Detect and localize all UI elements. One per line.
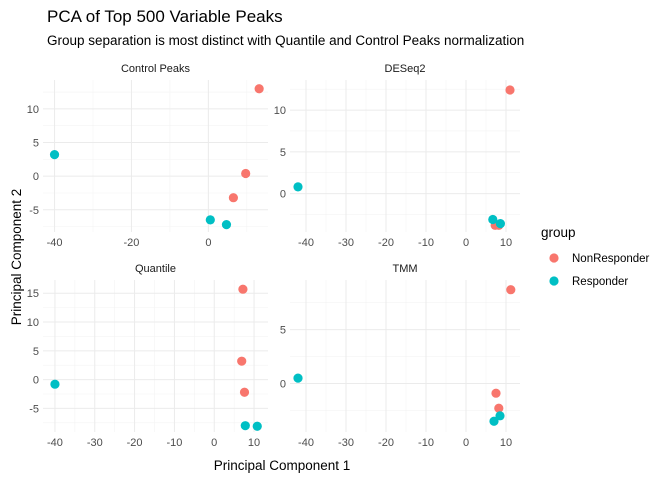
x-tick-label: -10 <box>418 437 434 449</box>
x-tick-label: -40 <box>298 437 314 449</box>
x-tick-label: -10 <box>418 237 434 249</box>
x-axis-title: Principal Component 1 <box>214 458 351 473</box>
facet-panel: -40 -30 -20 -10 0 10 0 5 TMM <box>280 263 520 449</box>
data-point-responder <box>489 416 499 426</box>
x-tick-label: -30 <box>87 437 103 449</box>
facet-panel: -40 -20 0 -5 0 5 10 Control Peaks <box>27 63 268 249</box>
x-tick-label: -40 <box>47 437 63 449</box>
y-tick-label: 10 <box>274 105 286 117</box>
data-point-responder <box>221 220 232 230</box>
y-tick-label: 10 <box>27 104 39 116</box>
data-point-responder <box>240 421 250 431</box>
y-tick-label: 10 <box>27 317 39 329</box>
data-point-responder <box>49 150 60 160</box>
data-point-responder <box>205 215 215 225</box>
data-point-responder <box>252 421 262 431</box>
x-tick-label: -10 <box>166 437 182 449</box>
x-tick-label: -20 <box>378 437 394 449</box>
data-point-nonresponder <box>238 284 248 294</box>
x-tick-label: -30 <box>338 437 354 449</box>
legend-key-nonresponder <box>549 253 559 263</box>
facet-panels: -40 -20 0 -5 0 5 10 Control Peaks -40 -30 -20 -10 0 1… <box>27 63 520 449</box>
chart-subtitle: Group separation is most distinct with Q… <box>47 33 524 48</box>
x-tick-label: -20 <box>124 237 140 249</box>
y-tick-label: 0 <box>280 378 286 390</box>
legend-title: group <box>541 225 576 240</box>
x-tick-label: -40 <box>47 237 63 249</box>
y-tick-label: 5 <box>33 346 39 358</box>
facet-panel: -40 -30 -20 -10 0 10 0 5 10 DESeq2 <box>274 63 520 249</box>
x-tick-label: 0 <box>463 437 469 449</box>
x-tick-label: 0 <box>211 437 217 449</box>
y-tick-label: 5 <box>33 138 39 150</box>
data-point-nonresponder <box>239 387 250 397</box>
data-point-nonresponder <box>506 285 516 295</box>
facet-strip-label: DESeq2 <box>385 63 426 75</box>
data-point-nonresponder <box>491 388 501 398</box>
data-point-nonresponder <box>237 356 247 366</box>
chart-title: PCA of Top 500 Variable Peaks <box>47 7 283 26</box>
facet-strip-label: TMM <box>392 263 417 275</box>
data-point-nonresponder <box>505 85 515 95</box>
legend-key-responder <box>549 276 559 286</box>
data-point-responder <box>488 214 498 225</box>
x-tick-label: -30 <box>338 237 354 249</box>
facet-strip-label: Control Peaks <box>121 63 191 75</box>
data-point-responder <box>495 219 505 229</box>
y-tick-label: -5 <box>29 205 39 217</box>
x-tick-label: 0 <box>205 237 211 249</box>
legend-label-nonresponder: NonResponder <box>572 253 650 265</box>
y-axis-title: Principal Component 2 <box>9 189 24 326</box>
y-tick-label: 15 <box>27 288 39 300</box>
data-point-nonresponder <box>254 84 264 94</box>
x-tick-label: 0 <box>463 237 469 249</box>
facet-panel: -40 -30 -20 -10 0 10 -5 0 5 10 15 Quantile <box>27 263 268 449</box>
y-tick-label: -5 <box>29 403 39 415</box>
data-point-nonresponder <box>228 193 238 203</box>
y-tick-label: 0 <box>33 375 39 387</box>
y-tick-label: 5 <box>280 325 286 337</box>
y-tick-label: 0 <box>280 189 286 201</box>
data-point-nonresponder <box>241 168 251 179</box>
x-tick-label: 10 <box>500 237 512 249</box>
y-tick-label: 0 <box>33 171 39 183</box>
data-point-responder <box>293 182 303 192</box>
data-point-responder <box>50 379 60 389</box>
legend-label-responder: Responder <box>572 276 628 288</box>
x-tick-label: -40 <box>298 237 314 249</box>
x-tick-label: 10 <box>248 437 260 449</box>
legend: group NonResponder Responder <box>541 225 650 288</box>
data-point-nonresponder <box>494 403 504 413</box>
x-tick-label: -20 <box>127 437 143 449</box>
data-point-responder <box>293 373 303 383</box>
x-tick-label: 10 <box>500 437 512 449</box>
facet-strip-label: Quantile <box>135 263 176 275</box>
x-tick-label: -20 <box>378 237 394 249</box>
y-tick-label: 5 <box>280 147 286 159</box>
data-point-responder <box>495 411 505 421</box>
